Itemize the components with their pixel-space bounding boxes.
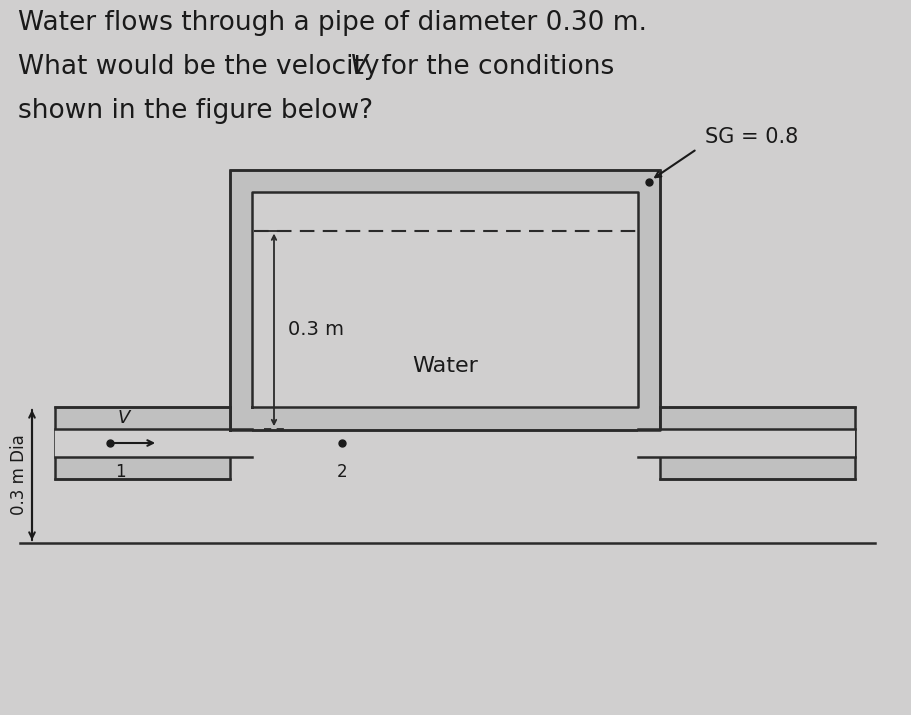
Text: Water flows through a pipe of diameter 0.30 m.: Water flows through a pipe of diameter 0… [18,10,646,36]
Text: SG = 0.8: SG = 0.8 [704,127,797,147]
Bar [55,407,230,479]
Bar [230,170,660,430]
Text: for the conditions: for the conditions [373,54,614,80]
Text: V: V [350,54,368,80]
Text: Water: Water [412,356,477,376]
Bar [55,429,251,457]
Text: 2: 2 [336,463,347,481]
Bar [660,407,855,479]
Text: shown in the figure below?: shown in the figure below? [18,98,373,124]
Text: V: V [118,409,130,427]
Bar [638,429,855,457]
Text: 0.3 m Dia: 0.3 m Dia [10,435,28,516]
Text: 0.3 m: 0.3 m [288,320,343,340]
Text: What would be the velocity: What would be the velocity [18,54,387,80]
Bar [251,192,638,407]
Text: 1: 1 [115,463,126,481]
